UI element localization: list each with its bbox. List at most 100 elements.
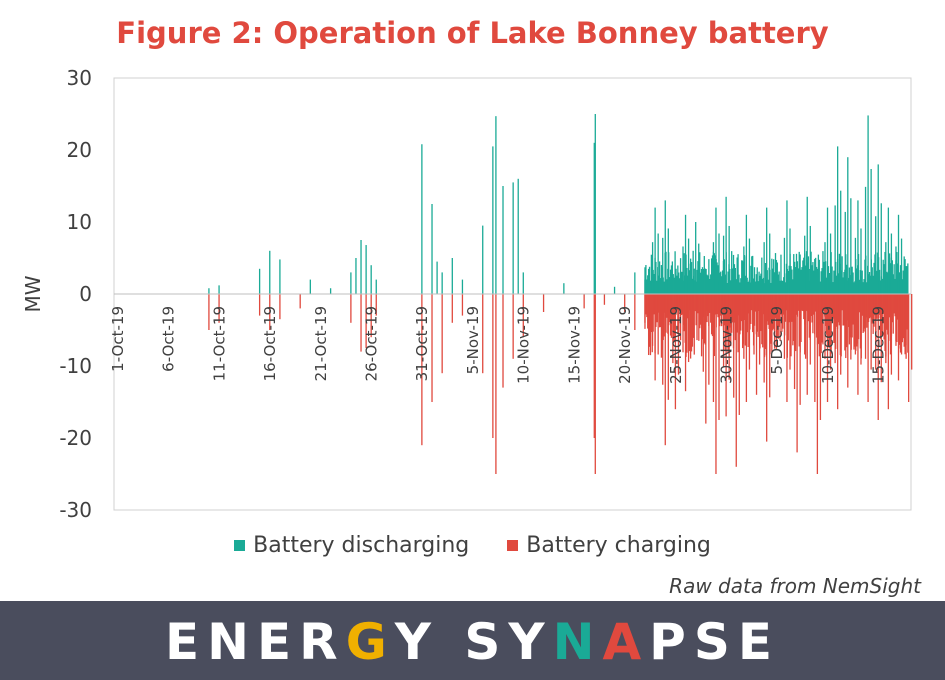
data-bar (671, 261, 674, 294)
data-bar (712, 242, 715, 294)
footer-banner: ENERGY SYNAPSE (0, 601, 945, 680)
data-bar (676, 275, 678, 294)
data-bar (258, 294, 261, 316)
data-bar (777, 294, 779, 339)
data-bar (723, 294, 726, 326)
y-tick-label: 30 (67, 66, 92, 90)
data-bar (812, 294, 814, 334)
data-bar (886, 294, 888, 330)
data-bar (696, 269, 698, 294)
data-bar (751, 294, 753, 311)
data-bar (858, 294, 861, 313)
data-bar (796, 294, 798, 453)
data-bar (904, 259, 906, 294)
data-bar (777, 274, 779, 294)
data-bar (593, 142, 595, 294)
data-bar (880, 294, 882, 383)
chart-legend: Battery discharging Battery charging (0, 533, 945, 558)
data-bar (502, 294, 504, 388)
data-bar (659, 278, 662, 294)
data-bar (517, 178, 519, 294)
data-bar (866, 282, 868, 294)
data-bar (808, 294, 810, 338)
data-bar (867, 115, 869, 294)
data-bar (709, 294, 711, 313)
data-bar (773, 294, 776, 349)
data-bar (770, 282, 772, 294)
x-tick-label: 31-Oct-19 (413, 306, 431, 381)
data-bar (309, 279, 311, 294)
data-bar (666, 294, 668, 318)
data-bar (733, 294, 736, 323)
data-bar (784, 282, 787, 294)
data-bar (793, 294, 795, 341)
data-bar (647, 294, 649, 329)
data-bar (783, 294, 785, 315)
x-tick-label: 10-Dec-19 (819, 306, 837, 384)
data-bar (870, 169, 872, 294)
data-bar (828, 294, 830, 348)
data-bar (299, 294, 301, 309)
data-bar (663, 294, 665, 337)
data-bar (832, 282, 834, 294)
data-bar (881, 294, 883, 335)
x-tick-label: 1-Oct-19 (109, 306, 127, 372)
x-tick-label: 16-Oct-19 (261, 306, 279, 381)
data-bar (674, 294, 677, 410)
data-bar (811, 294, 813, 323)
data-bar (721, 294, 724, 316)
data-bar (752, 294, 754, 333)
data-bar (773, 294, 775, 329)
data-bar (832, 294, 834, 319)
data-bar (741, 260, 743, 294)
data-bar (691, 294, 694, 347)
data-bar (795, 253, 798, 294)
brand-letter: E (165, 613, 208, 671)
data-bar (727, 271, 729, 294)
data-bar (793, 294, 796, 390)
data-bar (672, 274, 674, 294)
data-bar (771, 294, 773, 353)
data-bar (355, 258, 357, 294)
data-bar (818, 294, 820, 357)
data-bar (876, 270, 878, 294)
data-bar (715, 294, 717, 474)
data-bar (747, 294, 749, 347)
data-bar (875, 294, 877, 370)
data-bar (583, 294, 585, 309)
data-bar (689, 258, 692, 294)
data-bar (761, 294, 763, 345)
x-tick-label: 11-Oct-19 (210, 306, 228, 381)
brand-letter: A (602, 613, 650, 671)
data-bar (705, 268, 707, 294)
bars (208, 114, 913, 474)
y-tick-label: 20 (67, 138, 92, 162)
data-bar (778, 271, 780, 294)
data-bar (656, 280, 658, 294)
brand-letter: P (649, 613, 694, 671)
data-bar (647, 268, 650, 294)
data-bar (722, 294, 725, 368)
data-bar (512, 182, 514, 294)
data-bar (707, 294, 709, 317)
data-bar (701, 267, 704, 294)
data-bar (370, 265, 372, 294)
data-bar (876, 294, 878, 319)
data-bar (790, 294, 792, 357)
data-bar (782, 280, 784, 294)
data-bar (522, 294, 524, 338)
data-bar (656, 294, 658, 323)
data-bar (825, 277, 828, 294)
data-bar (827, 294, 830, 339)
data-bar (801, 294, 803, 311)
data-bar (451, 258, 453, 294)
data-bar (657, 294, 659, 355)
data-bar (877, 294, 879, 420)
legend-swatch-charging (507, 540, 519, 551)
data-bar (736, 294, 738, 333)
data-bar (733, 264, 736, 294)
data-bar (843, 272, 845, 294)
data-bar (654, 207, 656, 294)
data-bar (736, 257, 738, 294)
data-bar (811, 265, 813, 294)
